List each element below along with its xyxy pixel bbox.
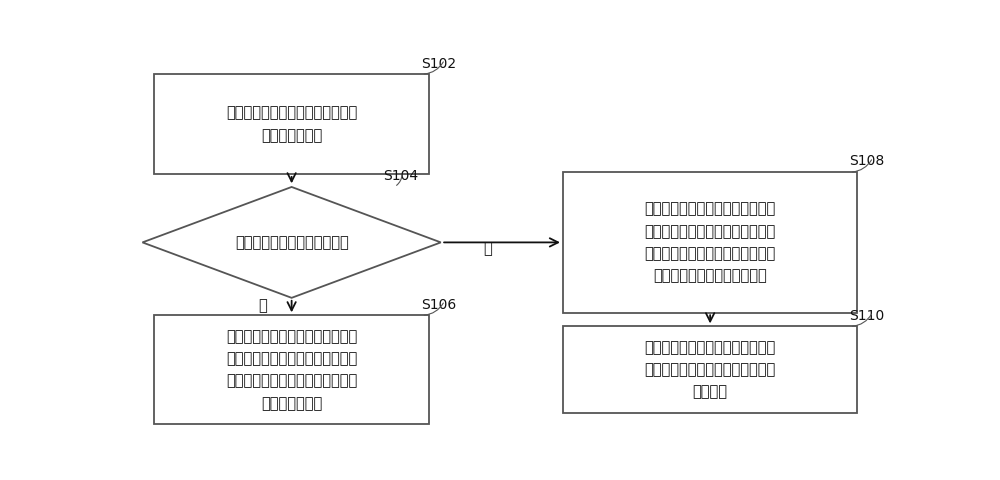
Text: 基于预设的静止状态车辆定位算法
确定车辆在初始时刻下的准确定位
位置信息: 基于预设的静止状态车辆定位算法 确定车辆在初始时刻下的准确定位 位置信息	[644, 340, 776, 400]
Bar	[563, 326, 857, 413]
Text: 判断车辆状态是否为静止状态: 判断车辆状态是否为静止状态	[235, 235, 349, 250]
Text: S106: S106	[421, 298, 457, 312]
Text: S102: S102	[421, 57, 457, 71]
Text: S110: S110	[850, 309, 885, 323]
Polygon shape	[142, 187, 441, 298]
Text: 根据所述车辆在预设采样周期内多
个时刻下的位置信息并基于预设的
静止状态车辆定位算法确定车辆准
确定位位置信息: 根据所述车辆在预设采样周期内多 个时刻下的位置信息并基于预设的 静止状态车辆定位…	[226, 329, 357, 411]
Text: S108: S108	[850, 155, 885, 168]
Text: 是: 是	[259, 299, 267, 313]
Text: 否: 否	[483, 241, 492, 256]
Bar	[563, 172, 857, 312]
Text: S104: S104	[383, 169, 418, 183]
Bar	[154, 74, 429, 174]
Bar	[154, 315, 429, 424]
Text: 基于预设的动态映射规则将所述车
辆在预设采样周期内多个时刻下的
位置信息分别映射处理为车辆在初
始时刻下的多个映射位置信息: 基于预设的动态映射规则将所述车 辆在预设采样周期内多个时刻下的 位置信息分别映射…	[644, 202, 776, 283]
Text: 获取车辆在预设采样周期内多个时
刻下的位置信息: 获取车辆在预设采样周期内多个时 刻下的位置信息	[226, 106, 357, 143]
